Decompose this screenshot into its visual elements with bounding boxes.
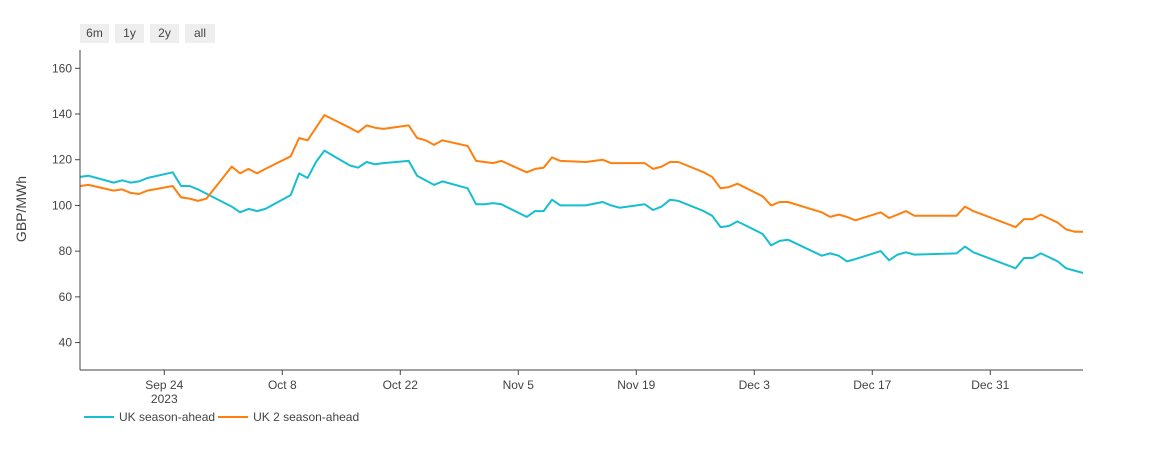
range-all-button[interactable]: all [185,24,215,43]
series-line-uk-season-ahead[interactable] [46,149,1100,276]
y-tick-label: 140 [52,107,72,121]
legend-swatch-uk-2-season-ahead [218,416,249,418]
legend: UK season-ahead UK 2 season-ahead [84,407,374,427]
y-tick-label: 80 [59,244,73,258]
x-tick-label: Dec 17 [853,378,891,392]
x-tick-label: Oct 22 [383,378,419,392]
x-tick-sublabel: 2023 [151,392,178,406]
legend-label-uk-season-ahead: UK season-ahead [119,410,216,424]
y-axis-label: GBP/MWh [13,176,29,242]
plot-area[interactable] [46,114,1100,276]
x-tick-label: Nov 5 [503,378,535,392]
y-tick-label: 100 [52,198,72,212]
x-tick-label: Oct 8 [268,378,297,392]
range-2y-button[interactable]: 2y [150,24,179,43]
legend-item-uk-2-season-ahead[interactable]: UK 2 season-ahead [218,410,359,424]
x-tick-label: Sep 24 [145,378,183,392]
legend-label-uk-2-season-ahead: UK 2 season-ahead [253,410,360,424]
x-tick-label: Dec 3 [739,378,771,392]
legend-swatch-uk-season-ahead [84,416,114,418]
legend-item-uk-season-ahead[interactable]: UK season-ahead [84,410,215,424]
y-tick-label: 40 [59,336,73,350]
y-tick-label: 60 [59,290,73,304]
y-tick-label: 160 [52,61,72,75]
x-tick-label: Dec 31 [971,378,1009,392]
y-axis: 40 60 80 100 120 140 160 [52,50,81,370]
y-tick-label: 120 [52,153,72,167]
range-selector: 6m 1y 2y all [80,24,215,43]
range-1y-button[interactable]: 1y [115,24,144,43]
series-line-uk-2-season-ahead[interactable] [46,114,1100,235]
x-tick-label: Nov 19 [617,378,655,392]
range-6m-button[interactable]: 6m [80,24,109,43]
